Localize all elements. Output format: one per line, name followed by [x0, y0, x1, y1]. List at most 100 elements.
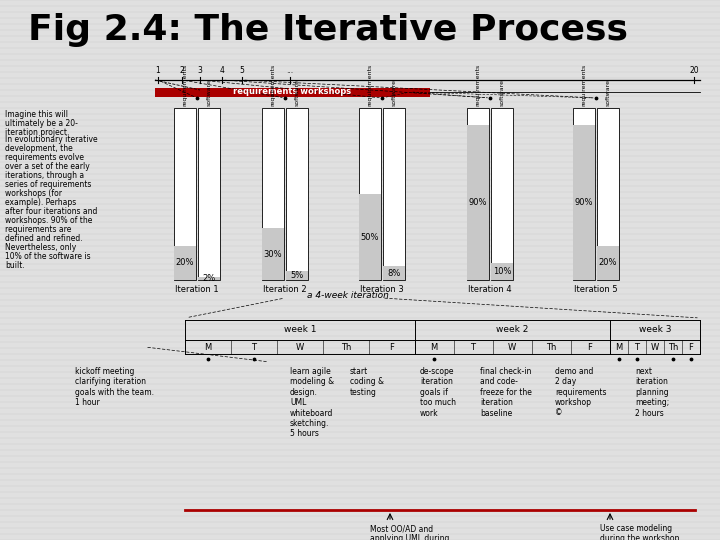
- Text: Iteration 4: Iteration 4: [468, 285, 512, 294]
- Bar: [597, 246, 619, 280]
- Text: Iteration 1: Iteration 1: [175, 285, 219, 294]
- Text: W: W: [508, 342, 516, 352]
- Text: In evolutionary iterative: In evolutionary iterative: [5, 135, 98, 144]
- Bar: [198, 108, 220, 280]
- Bar: [198, 276, 220, 280]
- Text: development, the: development, the: [5, 144, 73, 153]
- Bar: [597, 108, 619, 280]
- Text: requirements: requirements: [182, 64, 187, 106]
- Text: T: T: [251, 342, 256, 352]
- Text: week 1: week 1: [284, 326, 316, 334]
- Bar: [174, 246, 196, 280]
- Text: Th: Th: [668, 342, 678, 352]
- Text: 10% of the software is: 10% of the software is: [5, 252, 91, 261]
- Text: 90%: 90%: [575, 198, 593, 207]
- Text: next
iteration
planning
meeting;
2 hours: next iteration planning meeting; 2 hours: [635, 367, 670, 417]
- Text: Iteration 3: Iteration 3: [360, 285, 404, 294]
- Text: 1: 1: [156, 66, 161, 75]
- Bar: [262, 228, 284, 280]
- Text: Imagine this will: Imagine this will: [5, 110, 68, 119]
- Bar: [573, 108, 595, 280]
- Text: 5%: 5%: [290, 271, 304, 280]
- Text: over a set of the early: over a set of the early: [5, 162, 90, 171]
- Bar: [174, 108, 196, 280]
- Bar: [383, 266, 405, 280]
- Bar: [383, 108, 405, 280]
- Text: 2%: 2%: [202, 274, 215, 283]
- Text: 30%: 30%: [264, 249, 282, 259]
- Text: week 2: week 2: [496, 326, 528, 334]
- Text: requirements: requirements: [367, 64, 372, 106]
- Bar: [286, 108, 308, 280]
- Text: defined and refined.: defined and refined.: [5, 234, 83, 243]
- Text: learn agile
modeling &
design.
UML
whiteboard
sketching.
5 hours: learn agile modeling & design. UML white…: [290, 367, 334, 438]
- Text: workshops (for: workshops (for: [5, 189, 62, 198]
- Text: F: F: [588, 342, 593, 352]
- Bar: [491, 263, 513, 280]
- Text: software: software: [606, 79, 611, 106]
- Text: Nevertheless, only: Nevertheless, only: [5, 243, 76, 252]
- Bar: [359, 108, 381, 280]
- Text: Th: Th: [546, 342, 556, 352]
- Bar: [573, 125, 595, 280]
- Text: 2: 2: [179, 66, 184, 75]
- Text: F: F: [688, 342, 693, 352]
- Text: Most OO/AD and
applying UML during
this period: Most OO/AD and applying UML during this …: [370, 524, 449, 540]
- Text: workshops. 90% of the: workshops. 90% of the: [5, 216, 92, 225]
- Text: kickoff meeting
clarifying iteration
goals with the team.
1 hour: kickoff meeting clarifying iteration goa…: [75, 367, 154, 407]
- Text: final check-in
and code-
freeze for the
iteration
baseline: final check-in and code- freeze for the …: [480, 367, 532, 417]
- Text: 20%: 20%: [176, 258, 194, 267]
- Text: requirements: requirements: [271, 64, 276, 106]
- Text: W: W: [296, 342, 304, 352]
- Bar: [155, 87, 430, 97]
- Text: after four iterations and: after four iterations and: [5, 207, 97, 216]
- Text: 20: 20: [689, 66, 699, 75]
- Text: T: T: [634, 342, 639, 352]
- Text: built.: built.: [5, 261, 24, 270]
- Text: requirements: requirements: [582, 64, 587, 106]
- Text: 5: 5: [240, 66, 244, 75]
- Text: 10%: 10%: [492, 267, 511, 276]
- Text: F: F: [390, 342, 395, 352]
- Text: iteration project.: iteration project.: [5, 128, 69, 137]
- Text: 8%: 8%: [387, 268, 401, 278]
- Text: W: W: [651, 342, 659, 352]
- Text: requirements are: requirements are: [5, 225, 71, 234]
- Bar: [359, 194, 381, 280]
- Text: 4: 4: [220, 66, 225, 75]
- Text: iterations, through a: iterations, through a: [5, 171, 84, 180]
- Text: software: software: [207, 79, 212, 106]
- Text: M: M: [616, 342, 623, 352]
- Text: demo and
2 day
requirements
workshop
©: demo and 2 day requirements workshop ©: [555, 367, 606, 417]
- Text: series of requirements: series of requirements: [5, 180, 91, 189]
- Text: M: M: [204, 342, 212, 352]
- Text: 90%: 90%: [469, 198, 487, 207]
- Text: M: M: [431, 342, 438, 352]
- Text: ...: ...: [287, 66, 294, 75]
- Text: software: software: [500, 79, 505, 106]
- Text: Th: Th: [341, 342, 351, 352]
- Text: de-scope
iteration
goals if
too much
work: de-scope iteration goals if too much wor…: [420, 367, 456, 417]
- Text: a 4-week iteration: a 4-week iteration: [307, 291, 389, 300]
- Text: Iteration 2: Iteration 2: [264, 285, 307, 294]
- Text: software: software: [294, 79, 300, 106]
- Text: start
coding &
testing: start coding & testing: [350, 367, 384, 397]
- Text: requirements workshops: requirements workshops: [233, 87, 351, 97]
- Text: T: T: [470, 342, 475, 352]
- Text: ultimately be a 20-: ultimately be a 20-: [5, 119, 78, 128]
- Bar: [467, 108, 489, 280]
- Text: example). Perhaps: example). Perhaps: [5, 198, 76, 207]
- Bar: [467, 125, 489, 280]
- Text: week 3: week 3: [639, 326, 671, 334]
- Bar: [491, 108, 513, 280]
- Text: Fig 2.4: The Iterative Process: Fig 2.4: The Iterative Process: [28, 13, 628, 47]
- Text: Use case modeling
during the workshop: Use case modeling during the workshop: [600, 524, 680, 540]
- Text: Iteration 5: Iteration 5: [574, 285, 618, 294]
- Text: requirements evolve: requirements evolve: [5, 153, 84, 162]
- Text: software: software: [392, 79, 397, 106]
- Text: 50%: 50%: [361, 233, 379, 241]
- Bar: [286, 272, 308, 280]
- Text: 20%: 20%: [599, 258, 617, 267]
- Text: requirements: requirements: [475, 64, 480, 106]
- Bar: [262, 108, 284, 280]
